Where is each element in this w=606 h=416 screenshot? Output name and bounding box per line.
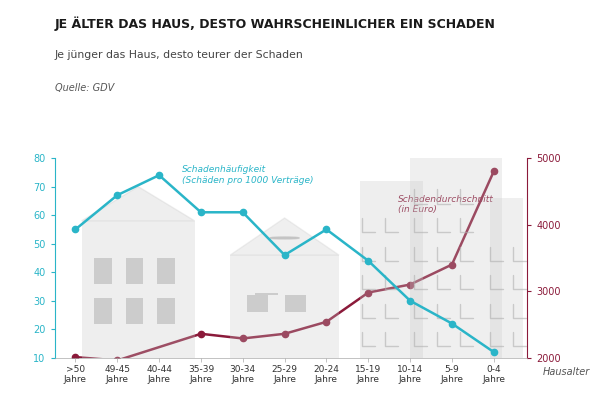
Text: Quelle: GDV: Quelle: GDV xyxy=(55,83,114,93)
Bar xyxy=(95,298,112,324)
Text: Schadendurchschnitt
(in Euro): Schadendurchschnitt (in Euro) xyxy=(398,195,493,214)
Bar xyxy=(266,356,289,358)
Bar xyxy=(125,258,143,284)
Bar xyxy=(157,258,175,284)
Bar xyxy=(95,258,112,284)
Text: Je jünger das Haus, desto teurer der Schaden: Je jünger das Haus, desto teurer der Sch… xyxy=(55,50,303,60)
Bar xyxy=(410,152,502,358)
Polygon shape xyxy=(82,187,195,221)
Polygon shape xyxy=(230,218,339,255)
Bar xyxy=(490,198,523,358)
Bar xyxy=(157,298,175,324)
Bar xyxy=(247,295,268,312)
Bar xyxy=(230,255,339,358)
Bar xyxy=(285,295,305,312)
Bar xyxy=(360,181,422,358)
Bar xyxy=(255,293,278,295)
Bar xyxy=(82,221,195,358)
Circle shape xyxy=(270,237,299,239)
Text: Hausalter: Hausalter xyxy=(542,367,590,377)
Text: Schadenhäufigkeit
(Schäden pro 1000 Verträge): Schadenhäufigkeit (Schäden pro 1000 Vert… xyxy=(182,165,314,185)
Text: JE ÄLTER DAS HAUS, DESTO WAHRSCHEINLICHER EIN SCHADEN: JE ÄLTER DAS HAUS, DESTO WAHRSCHEINLICHE… xyxy=(55,17,496,31)
Bar xyxy=(125,298,143,324)
